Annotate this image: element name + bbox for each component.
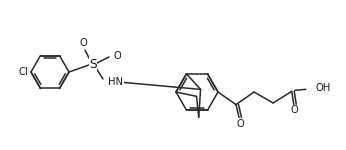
Text: HN: HN: [108, 77, 123, 87]
Text: O: O: [79, 38, 87, 48]
Text: O: O: [291, 105, 299, 115]
Text: OH: OH: [316, 83, 331, 93]
Text: O: O: [236, 119, 244, 129]
Text: S: S: [89, 57, 97, 70]
Text: Cl: Cl: [18, 67, 28, 77]
Text: O: O: [113, 51, 121, 61]
